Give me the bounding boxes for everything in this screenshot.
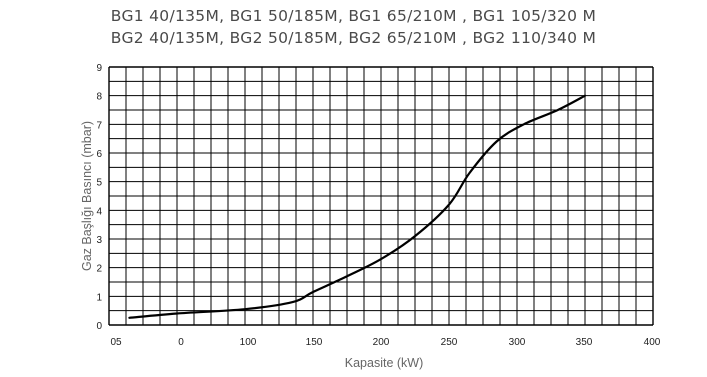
y-tick-label: 1 <box>96 292 102 303</box>
y-tick-label: 7 <box>96 120 102 131</box>
chart-title-line-2: BG2 40/135M, BG2 50/185M, BG2 65/210M , … <box>110 29 597 47</box>
y-tick-label: 2 <box>96 264 102 275</box>
x-tick-label: 150 <box>306 337 323 348</box>
x-tick-label: 100 <box>240 337 257 348</box>
series-line <box>128 94 587 319</box>
chart-grid <box>108 66 654 326</box>
y-tick-label: 6 <box>96 149 102 160</box>
y-tick-label: 9 <box>96 63 102 74</box>
x-tick-label: 05 <box>110 337 122 348</box>
y-tick-label: 5 <box>96 178 102 189</box>
y-axis-label: Gaz Başlığı Basıncı (mbar) <box>80 121 94 271</box>
x-tick-label: 300 <box>509 337 526 348</box>
y-axis-ticks: 0 1 2 3 4 5 6 7 8 9 <box>96 63 102 332</box>
chart-series <box>128 94 587 319</box>
x-tick-label: 0 <box>178 337 184 348</box>
x-tick-label: 200 <box>373 337 390 348</box>
y-tick-label: 4 <box>96 206 102 217</box>
y-tick-label: 3 <box>96 235 102 246</box>
y-tick-label: 8 <box>96 92 102 103</box>
x-axis-label: Kapasite (kW) <box>345 356 424 370</box>
x-axis-ticks: 05 0 100 150 200 250 300 350 400 <box>110 337 660 348</box>
y-tick-label: 0 <box>96 321 102 332</box>
x-tick-label: 400 <box>644 337 661 348</box>
x-tick-label: 250 <box>441 337 458 348</box>
chart-title-line-1: BG1 40/135M, BG1 50/185M, BG1 65/210M , … <box>110 7 597 25</box>
x-tick-label: 350 <box>576 337 593 348</box>
